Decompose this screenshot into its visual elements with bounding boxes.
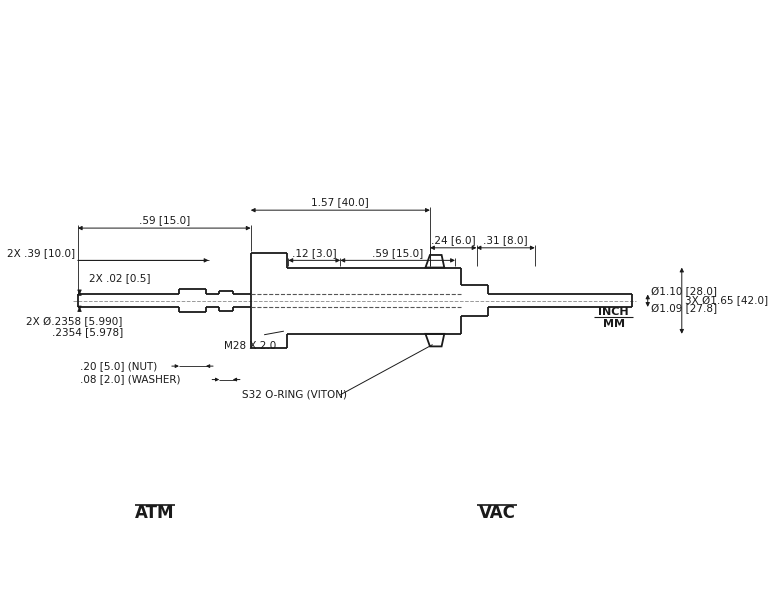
Text: 3X Ø1.65 [42.0]: 3X Ø1.65 [42.0]: [686, 296, 768, 306]
Text: ATM: ATM: [135, 504, 174, 522]
Text: 1.57 [40.0]: 1.57 [40.0]: [311, 197, 369, 207]
Text: .08 [2.0] (WASHER): .08 [2.0] (WASHER): [80, 374, 180, 384]
Text: M28 X 2.0: M28 X 2.0: [224, 341, 276, 351]
Text: S32 O-RING (VITON): S32 O-RING (VITON): [242, 390, 347, 400]
Text: .24 [6.0]: .24 [6.0]: [431, 235, 476, 245]
Text: 2X .39 [10.0]: 2X .39 [10.0]: [7, 248, 75, 257]
Text: MM: MM: [603, 319, 625, 328]
Text: Ø1.09 [27.8]: Ø1.09 [27.8]: [652, 305, 717, 315]
Text: .12 [3.0]: .12 [3.0]: [292, 248, 337, 257]
Text: VAC: VAC: [479, 504, 516, 522]
Text: INCH: INCH: [598, 307, 629, 317]
Text: .2354 [5.978]: .2354 [5.978]: [25, 328, 123, 337]
Text: .20 [5.0] (NUT): .20 [5.0] (NUT): [80, 361, 157, 371]
Text: 2X .02 [0.5]: 2X .02 [0.5]: [90, 273, 151, 283]
Text: .59 [15.0]: .59 [15.0]: [139, 215, 190, 225]
Text: .31 [8.0]: .31 [8.0]: [483, 235, 528, 245]
Text: 2X Ø.2358 [5.990]: 2X Ø.2358 [5.990]: [25, 317, 122, 327]
Text: Ø1.10 [28.0]: Ø1.10 [28.0]: [652, 287, 717, 297]
Text: .59 [15.0]: .59 [15.0]: [372, 248, 423, 257]
